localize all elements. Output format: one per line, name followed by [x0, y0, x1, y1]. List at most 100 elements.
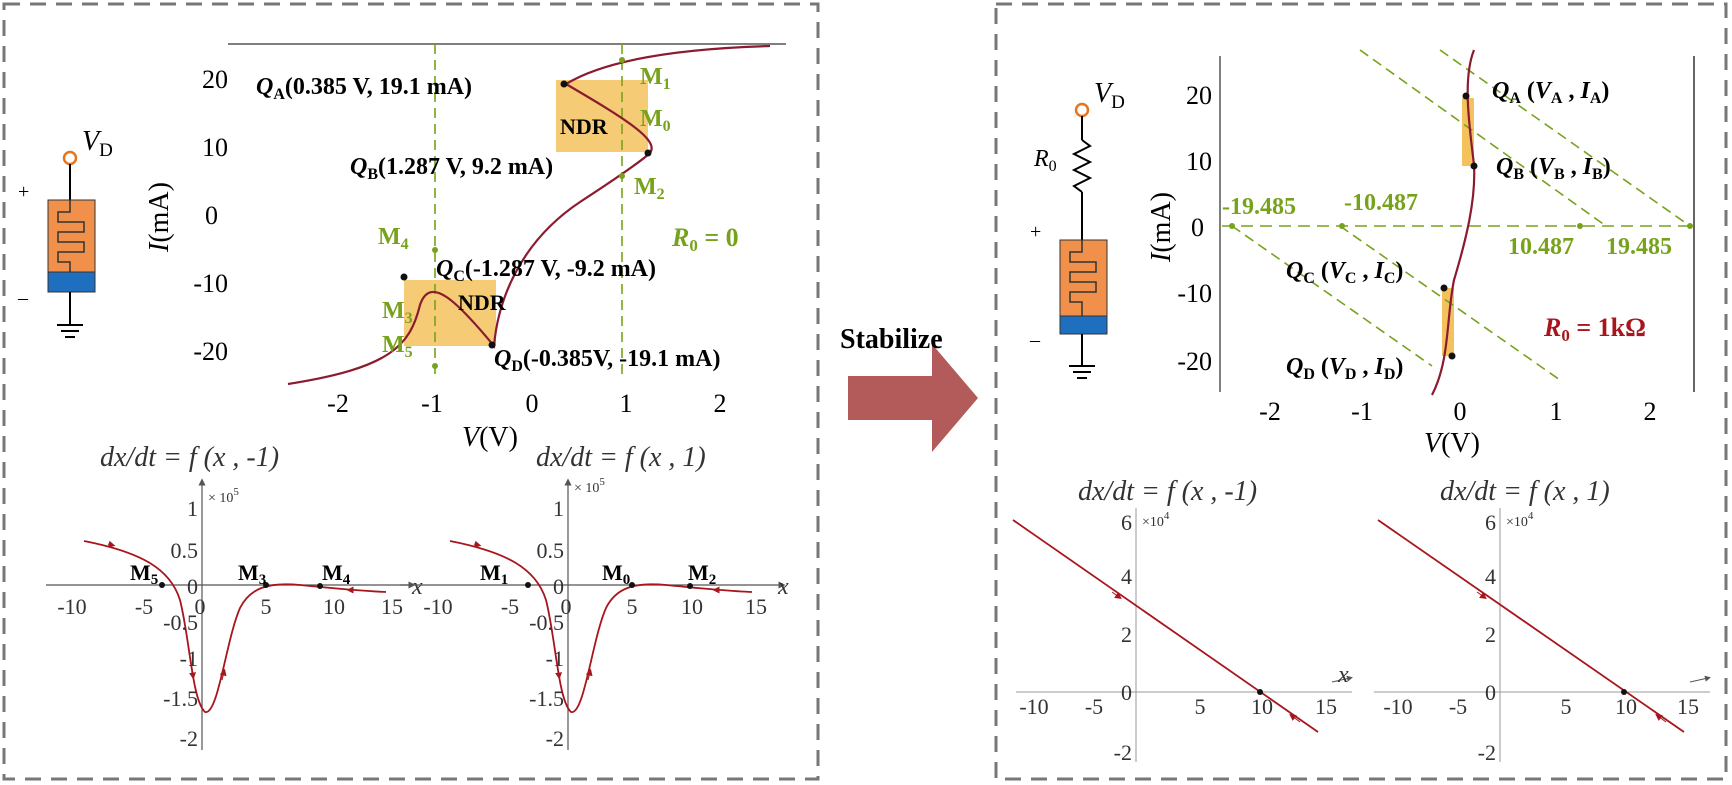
- svg-text:-5: -5: [1085, 694, 1103, 719]
- svg-text:0: 0: [1121, 680, 1132, 705]
- point-qd: [488, 341, 496, 349]
- label-qa: QA(0.385 V, 19.1 mA): [256, 74, 472, 103]
- svg-text:M0: M0: [602, 560, 630, 588]
- svg-text:2: 2: [1121, 622, 1132, 647]
- marker-m1-dot: [619, 57, 625, 63]
- svg-text:0: 0: [1454, 397, 1467, 426]
- svg-text:0: 0: [553, 574, 564, 599]
- svg-text:-1.5: -1.5: [163, 686, 198, 711]
- svg-text:-10: -10: [57, 594, 86, 619]
- svg-text:10: 10: [1615, 694, 1637, 719]
- terminal-label: VD: [82, 126, 113, 161]
- svg-text:0: 0: [195, 594, 206, 619]
- svg-text:-5: -5: [135, 594, 153, 619]
- load-line-2: [1359, 49, 1607, 227]
- right-flow-2-scale: ×104: [1506, 510, 1534, 530]
- left-flow-2-yticks: 1 0.5 0 -0.5 -1 -1.5 -2: [529, 496, 564, 751]
- svg-text:QB (VB , IB): QB (VB , IB): [1496, 154, 1611, 183]
- svg-text:5: 5: [261, 594, 272, 619]
- point-qc: [400, 273, 408, 281]
- svg-text:-5: -5: [501, 594, 519, 619]
- svg-text:-1: -1: [1351, 397, 1373, 426]
- svg-text:15: 15: [745, 594, 767, 619]
- svg-text:M2: M2: [634, 174, 665, 203]
- label-qd: QD(-0.385V, -19.1 mA): [494, 346, 720, 375]
- label-qc: QC(-1.287 V, -9.2 mA): [436, 256, 656, 285]
- marker-m4-dot: [432, 247, 438, 253]
- left-iv-m-markers: M1 M0 M2 M4 M3 M5: [378, 64, 671, 361]
- svg-text:-20: -20: [193, 337, 228, 366]
- right-flow-1-xvar: x: [1337, 662, 1349, 688]
- left-flow-plot-2: [400, 478, 786, 750]
- marker-m2-dot: [619, 173, 625, 179]
- minus-sign: –: [17, 287, 29, 309]
- svg-text:-5: -5: [1449, 694, 1467, 719]
- right-plus-sign: +: [1030, 221, 1041, 243]
- resistor-symbol: [1071, 139, 1093, 193]
- svg-text:2: 2: [714, 389, 727, 418]
- svg-text:-10: -10: [1177, 279, 1212, 308]
- right-flow-1-yticks: 6 4 2 0 -2: [1114, 510, 1132, 765]
- svg-text:M0: M0: [640, 106, 671, 135]
- right-iv-ylabel: I(mA): [1146, 192, 1177, 263]
- svg-text:-10: -10: [423, 594, 452, 619]
- svg-text:QD (VD , ID): QD (VD , ID): [1286, 354, 1403, 383]
- svg-text:15: 15: [1677, 694, 1699, 719]
- svg-text:10: 10: [202, 133, 228, 162]
- load-line-1: [1439, 49, 1691, 227]
- svg-text:15: 15: [381, 594, 403, 619]
- svg-text:-10: -10: [1019, 694, 1048, 719]
- right-r0-label: R0 = 1kΩ: [1543, 313, 1646, 345]
- right-iv-plot: [1219, 49, 1695, 396]
- right-panel-frame: [994, 2, 1728, 781]
- stabilize-label: Stabilize: [840, 324, 943, 355]
- device-base: [47, 271, 96, 293]
- svg-text:20: 20: [202, 65, 228, 94]
- left-iv-ylabel: I(mA): [144, 182, 175, 253]
- right-flow-2-title: dx/dt = f (x , 1): [1440, 476, 1610, 507]
- svg-text:10: 10: [1186, 147, 1212, 176]
- svg-text:M3: M3: [238, 560, 266, 588]
- right-resistor-label: R0: [1033, 146, 1057, 175]
- right-flow-1-title: dx/dt = f (x , -1): [1078, 476, 1257, 507]
- stabilize-arrow: [848, 344, 978, 452]
- svg-text:M4: M4: [322, 560, 351, 588]
- svg-text:-1: -1: [421, 389, 443, 418]
- svg-text:10: 10: [323, 594, 345, 619]
- svg-text:0: 0: [205, 201, 218, 230]
- svg-text:-2: -2: [180, 726, 198, 751]
- right-minus-sign: –: [1029, 329, 1041, 351]
- svg-text:M2: M2: [688, 560, 716, 588]
- svg-text:1: 1: [187, 496, 198, 521]
- load-line-3: [1231, 225, 1433, 367]
- right-flow-plot-1: [1012, 508, 1353, 762]
- svg-text:M1: M1: [480, 560, 508, 588]
- right-flow-1-xticks: -10 -5 5 10 15: [1019, 694, 1337, 719]
- svg-text:M1: M1: [640, 64, 671, 93]
- right-point-labels: QA (VA , IA) QB (VB , IB) QC (VC , IC) Q…: [1286, 78, 1611, 383]
- svg-text:5: 5: [627, 594, 638, 619]
- svg-text:-2: -2: [1259, 397, 1281, 426]
- svg-text:-2: -2: [1478, 740, 1496, 765]
- plus-sign: +: [18, 181, 29, 203]
- left-flow-1-yticks: 1 0.5 0 -0.5 -1 -1.5 -2: [163, 496, 198, 751]
- left-r0-label: R0 = 0: [671, 223, 739, 255]
- left-flow-1-xvar: x: [411, 574, 423, 600]
- left-flow-1-title: dx/dt = f (x , -1): [100, 442, 279, 473]
- svg-text:6: 6: [1121, 510, 1132, 535]
- right-intercept-labels: -19.485 -10.487 10.487 19.485: [1222, 190, 1672, 260]
- svg-text:-20: -20: [1177, 347, 1212, 376]
- svg-text:10.487: 10.487: [1508, 234, 1574, 260]
- right-flow-1-scale: ×104: [1142, 510, 1170, 530]
- left-flow-1-scale: × 105: [208, 486, 239, 506]
- svg-text:6: 6: [1485, 510, 1496, 535]
- svg-text:4: 4: [1121, 564, 1132, 589]
- svg-text:M5: M5: [130, 560, 158, 588]
- left-flow-1-markers: M5 M3 M4: [130, 560, 351, 588]
- svg-text:-1: -1: [180, 646, 198, 671]
- point-qa: [560, 80, 568, 88]
- right-iv-xticks: -2 -1 0 1 2: [1259, 397, 1656, 426]
- left-iv-yticks: 20 10 0 -10 -20: [193, 65, 228, 366]
- svg-text:-1: -1: [546, 646, 564, 671]
